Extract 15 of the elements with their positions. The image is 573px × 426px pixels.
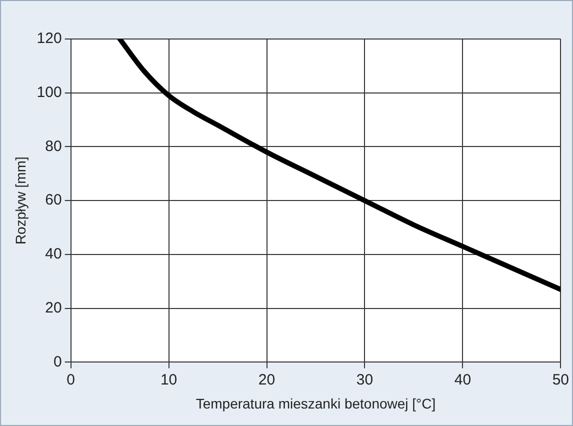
y-tick-label: 100 (36, 84, 62, 102)
y-axis-title: Rozpływ [mm] (12, 156, 28, 245)
x-tick-label: 10 (160, 371, 178, 388)
x-tick-label: 20 (258, 371, 276, 388)
x-tick-label: 40 (454, 371, 472, 388)
y-tick-label: 80 (45, 138, 62, 155)
x-axis-title: Temperatura mieszanki betonowej [°C] (196, 395, 436, 412)
y-tick-label: 40 (45, 246, 62, 263)
x-tick-label: 50 (552, 371, 569, 388)
x-tick-label: 0 (66, 371, 75, 388)
y-tick-label: 0 (53, 353, 62, 370)
y-tick-label: 60 (45, 192, 62, 209)
y-tick-label: 20 (45, 299, 62, 316)
y-tick-label: 120 (36, 30, 62, 48)
x-tick-label: 30 (356, 371, 374, 388)
